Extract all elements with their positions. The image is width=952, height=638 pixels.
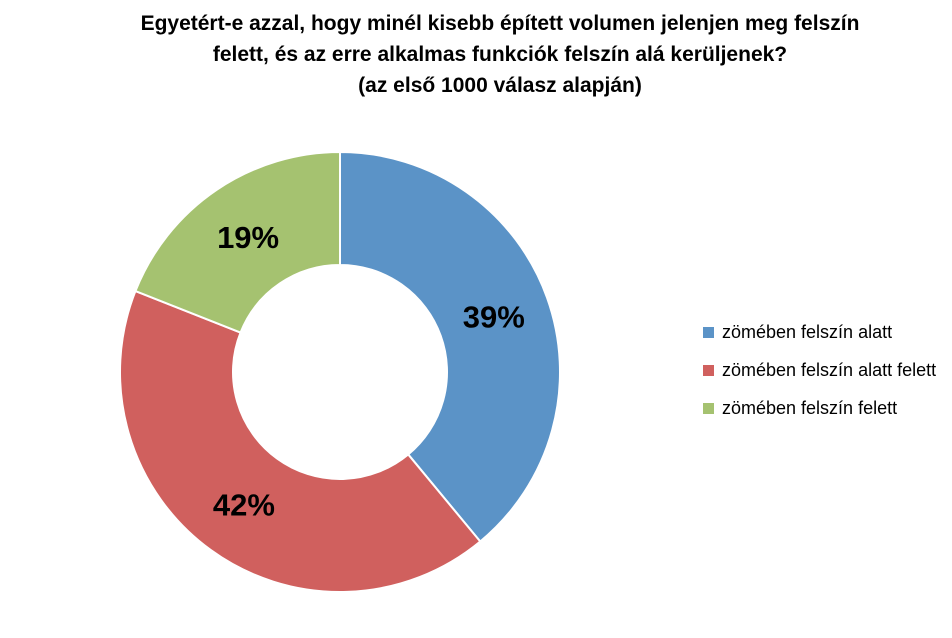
legend-swatch: [703, 364, 714, 376]
slice-data-label: 42%: [213, 487, 275, 522]
donut-slice: [119, 289, 482, 593]
legend-item: zömében felszín alatt: [703, 320, 936, 344]
legend-label: zömében felszín alatt: [722, 321, 893, 342]
legend-label: zömében felszín felett: [722, 397, 898, 418]
legend-item: zömében felszín alatt felett: [703, 358, 936, 382]
slice-data-label: 39%: [463, 300, 525, 335]
chart-title: Egyetért-e azzal, hogy minél kisebb épít…: [100, 8, 900, 101]
chart-legend: zömében felszín alatt zömében felszín al…: [703, 320, 936, 434]
chart-title-line-1: Egyetért-e azzal, hogy minél kisebb épít…: [140, 12, 860, 35]
chart-title-line-3: (az első 1000 válasz alapján): [358, 74, 642, 97]
donut-slice: [134, 150, 341, 334]
legend-swatch: [703, 402, 714, 414]
slice-data-label: 19%: [217, 220, 279, 255]
legend-swatch: [703, 326, 714, 338]
legend-label: zömében felszín alatt felett: [722, 359, 937, 380]
chart-title-line-2: felett, és az erre alkalmas funkciók fel…: [212, 43, 788, 66]
donut-slice: [339, 150, 561, 543]
legend-item: zömében felszín felett: [703, 396, 936, 420]
